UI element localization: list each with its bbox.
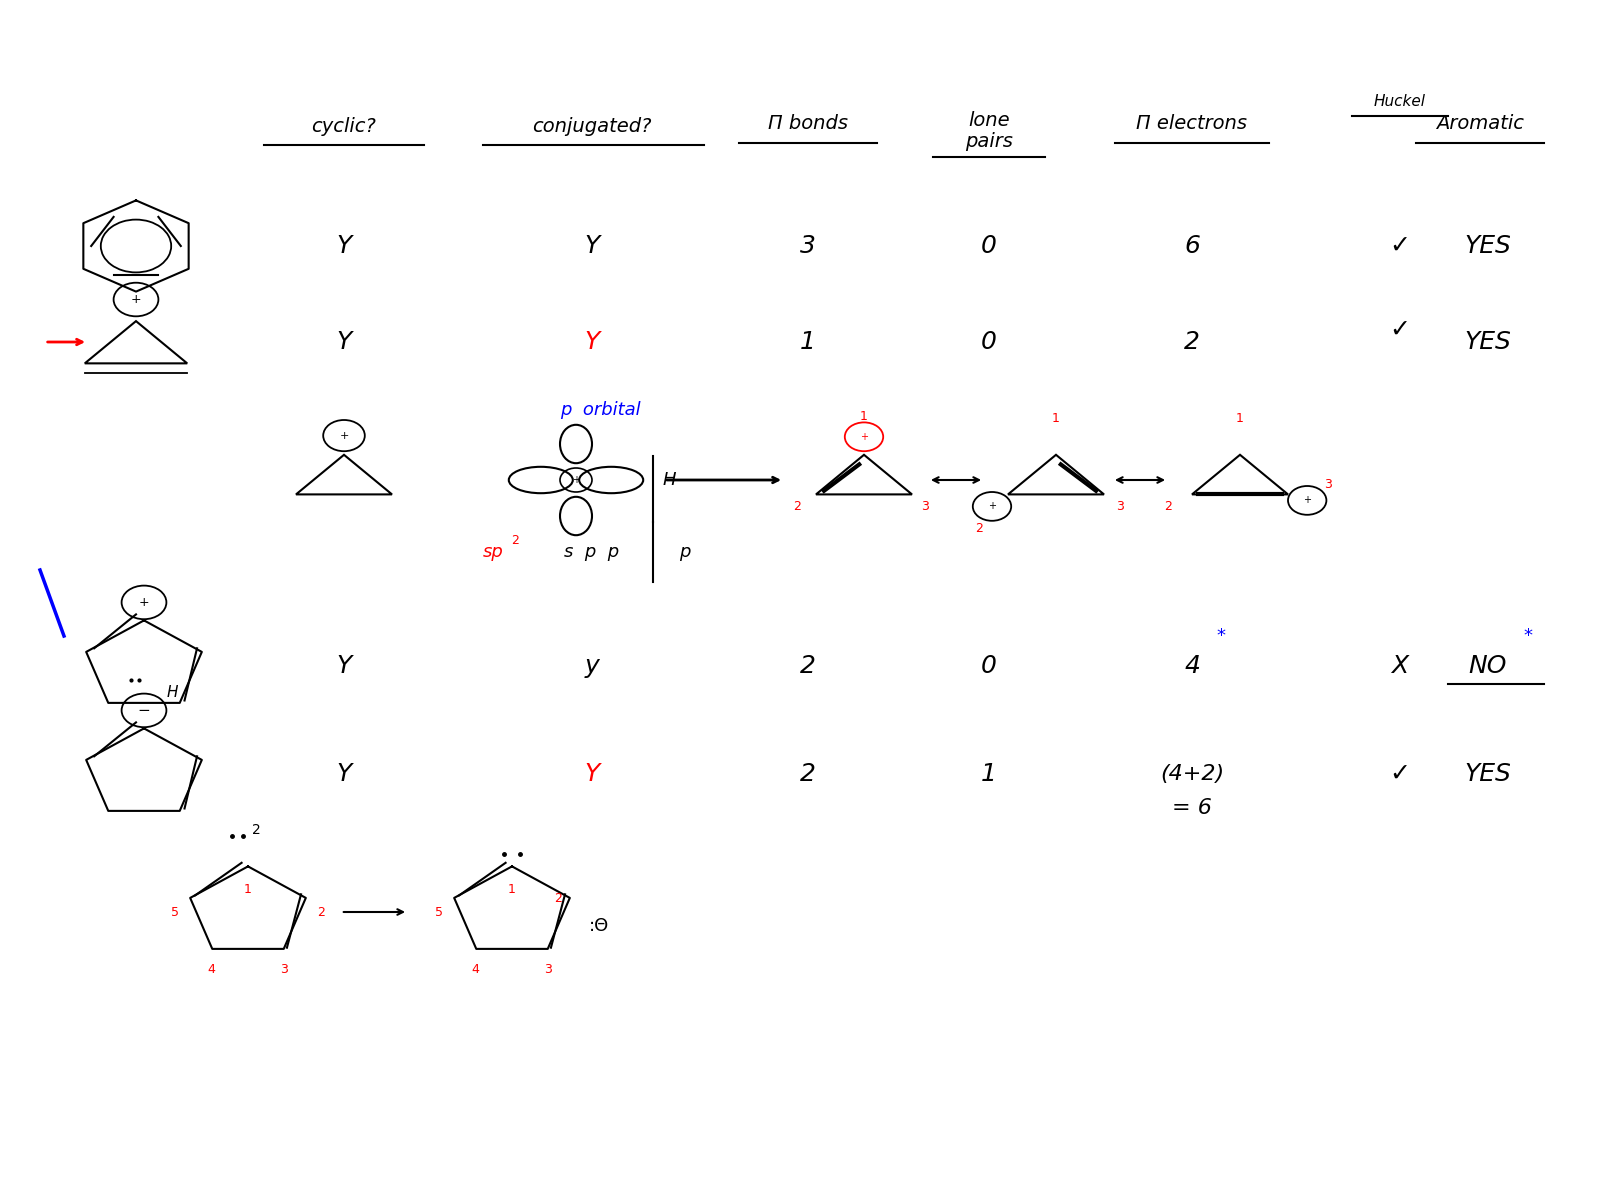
- Text: 1: 1: [1053, 413, 1059, 425]
- Text: 3: 3: [544, 964, 552, 976]
- Text: H: H: [166, 685, 179, 700]
- Text: 0: 0: [981, 234, 997, 258]
- Text: YES: YES: [1464, 234, 1512, 258]
- Text: NO: NO: [1469, 654, 1507, 678]
- Text: *: *: [1216, 626, 1226, 646]
- Text: +: +: [1302, 496, 1312, 505]
- Text: Π bonds: Π bonds: [768, 114, 848, 133]
- Text: Huckel: Huckel: [1374, 95, 1426, 109]
- Text: 2: 2: [251, 823, 261, 838]
- Text: YES: YES: [1464, 762, 1512, 786]
- Text: 1: 1: [800, 330, 816, 354]
- Text: Π electrons: Π electrons: [1136, 114, 1248, 133]
- Text: 2: 2: [794, 500, 800, 512]
- Text: 2: 2: [555, 892, 563, 905]
- Text: +: +: [989, 502, 995, 511]
- Text: Y: Y: [336, 234, 352, 258]
- Text: s  p  p: s p p: [565, 542, 619, 560]
- Text: p: p: [678, 542, 691, 560]
- Text: cyclic?: cyclic?: [312, 116, 376, 136]
- Text: :Θ: :Θ: [589, 917, 610, 935]
- Text: 1: 1: [981, 762, 997, 786]
- Text: 2: 2: [1184, 330, 1200, 354]
- Text: Y: Y: [336, 330, 352, 354]
- Text: p  orbital: p orbital: [560, 401, 640, 419]
- Text: y: y: [584, 654, 600, 678]
- Text: +: +: [861, 432, 867, 442]
- Text: 4: 4: [208, 964, 216, 976]
- Text: 5: 5: [171, 906, 179, 918]
- Text: 1: 1: [1237, 413, 1243, 425]
- Text: Aromatic: Aromatic: [1437, 114, 1523, 133]
- Text: ✓: ✓: [1389, 762, 1411, 786]
- Text: Y: Y: [336, 654, 352, 678]
- Text: 0: 0: [981, 654, 997, 678]
- Text: 3: 3: [1325, 479, 1331, 491]
- Text: Y: Y: [584, 234, 600, 258]
- Text: 0: 0: [981, 330, 997, 354]
- Text: 4: 4: [1184, 654, 1200, 678]
- Text: *: *: [1523, 626, 1533, 646]
- Text: conjugated?: conjugated?: [533, 116, 651, 136]
- Text: 3: 3: [800, 234, 816, 258]
- Text: = 6: = 6: [1173, 798, 1211, 817]
- Text: +: +: [573, 475, 579, 485]
- Text: ✓: ✓: [1389, 234, 1411, 258]
- Text: 2: 2: [976, 522, 982, 534]
- Text: −: −: [138, 703, 150, 718]
- Text: 2: 2: [1165, 500, 1171, 512]
- Text: 5: 5: [435, 906, 443, 918]
- Text: 3: 3: [280, 964, 288, 976]
- Text: 2: 2: [317, 906, 325, 918]
- Text: 3: 3: [922, 500, 928, 512]
- Text: Y: Y: [584, 330, 600, 354]
- Text: (4+2): (4+2): [1160, 764, 1224, 784]
- Text: YES: YES: [1464, 330, 1512, 354]
- Text: 4: 4: [472, 964, 480, 976]
- Text: +: +: [139, 596, 149, 608]
- Text: 2: 2: [512, 534, 518, 546]
- Text: sp: sp: [483, 542, 502, 560]
- Text: 1: 1: [245, 883, 251, 895]
- Text: 3: 3: [1117, 500, 1123, 512]
- Text: 1: 1: [509, 883, 515, 895]
- Text: Y: Y: [584, 762, 600, 786]
- Text: 2: 2: [800, 762, 816, 786]
- Text: X: X: [1392, 654, 1408, 678]
- Text: Y: Y: [336, 762, 352, 786]
- Text: +: +: [339, 431, 349, 440]
- Text: 6: 6: [1184, 234, 1200, 258]
- Text: pairs: pairs: [965, 132, 1013, 151]
- Text: 1: 1: [861, 410, 867, 422]
- Text: H: H: [662, 470, 675, 490]
- Text: +: +: [131, 293, 141, 306]
- Text: ✓: ✓: [1389, 318, 1411, 342]
- Text: lone: lone: [968, 110, 1010, 130]
- Text: 2: 2: [800, 654, 816, 678]
